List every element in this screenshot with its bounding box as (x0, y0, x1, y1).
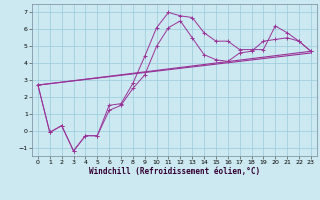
X-axis label: Windchill (Refroidissement éolien,°C): Windchill (Refroidissement éolien,°C) (89, 167, 260, 176)
